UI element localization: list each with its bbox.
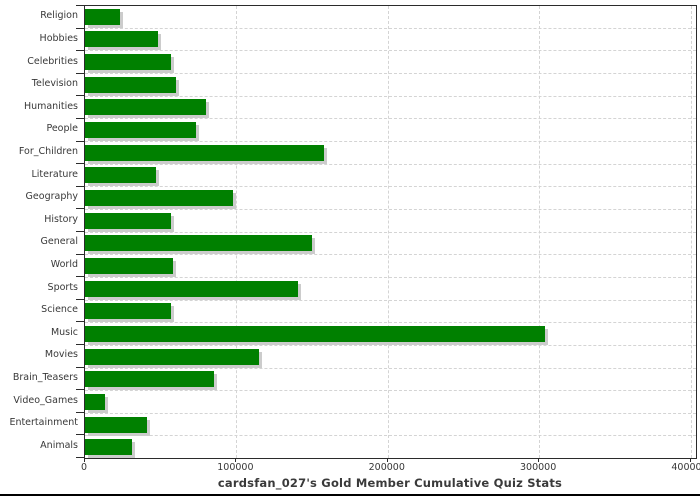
- category-row: [85, 187, 696, 210]
- category-row: [85, 323, 696, 346]
- category-row: [85, 391, 696, 414]
- y-axis-tick: [76, 457, 84, 458]
- x-axis-tick: [386, 458, 388, 462]
- bar-sports: [85, 280, 299, 297]
- bar-religion: [85, 8, 120, 25]
- y-axis-label: Humanities: [23, 100, 78, 112]
- y-axis-label: Music: [50, 326, 78, 338]
- y-axis-tick: [76, 73, 84, 74]
- bar-science: [85, 303, 172, 320]
- y-axis-tick: [76, 367, 84, 368]
- bar-video_games: [85, 393, 105, 410]
- y-axis-tick: [76, 299, 84, 300]
- y-axis-label: Science: [41, 304, 78, 316]
- y-axis-label: Sports: [47, 281, 78, 293]
- y-axis-tick: [76, 344, 84, 345]
- y-axis-tick: [76, 434, 84, 435]
- y-axis-label: People: [46, 123, 78, 135]
- bar-history: [85, 212, 172, 229]
- category-row: [85, 233, 696, 256]
- x-axis-tick-label: 300000: [519, 462, 557, 473]
- y-axis-label: History: [44, 213, 78, 225]
- bar-world: [85, 258, 173, 275]
- category-row: [85, 29, 696, 52]
- y-axis-tick: [76, 412, 84, 413]
- bar-hobbies: [85, 31, 158, 48]
- y-axis-label: Television: [31, 78, 78, 90]
- y-axis-tick: [76, 50, 84, 51]
- x-axis-tick: [538, 458, 540, 462]
- category-row: [85, 278, 696, 301]
- bar-for_children: [85, 144, 325, 161]
- category-row: [85, 346, 696, 369]
- bar-television: [85, 76, 176, 93]
- category-row: [85, 369, 696, 392]
- y-axis-tick: [76, 28, 84, 29]
- y-axis-tick: [76, 95, 84, 96]
- category-row: [85, 210, 696, 233]
- bar-brain_teasers: [85, 371, 214, 388]
- category-row: [85, 436, 696, 458]
- bar-celebrities: [85, 54, 172, 71]
- y-axis-label: Celebrities: [27, 55, 78, 67]
- x-axis-tick-label: 400000: [671, 462, 700, 473]
- y-axis-label: World: [50, 258, 78, 270]
- y-axis-tick: [76, 276, 84, 277]
- y-axis-label: Literature: [31, 168, 78, 180]
- y-axis-tick: [76, 208, 84, 209]
- y-axis-tick: [76, 389, 84, 390]
- y-axis-tick: [76, 231, 84, 232]
- category-row: [85, 414, 696, 437]
- bar-literature: [85, 167, 157, 184]
- category-row: [85, 74, 696, 97]
- window-bottom-border: [0, 494, 700, 496]
- y-axis-label: Brain_Teasers: [12, 371, 78, 383]
- chart-title: cardsfan_027's Gold Member Cumulative Qu…: [217, 476, 563, 490]
- x-axis-tick: [84, 458, 85, 462]
- y-axis-label: Geography: [25, 191, 78, 203]
- bar-people: [85, 122, 196, 139]
- category-row: [85, 301, 696, 324]
- plot-area: [84, 5, 697, 459]
- y-axis-label: Video_Games: [13, 394, 78, 406]
- bar-entertainment: [85, 416, 148, 433]
- y-axis-tick: [76, 163, 84, 164]
- bar-music: [85, 326, 546, 343]
- x-axis-tick: [235, 458, 237, 462]
- y-axis-tick: [76, 141, 84, 142]
- y-axis-label: Religion: [40, 10, 78, 22]
- bar-humanities: [85, 99, 207, 116]
- y-axis-tick: [76, 254, 84, 255]
- x-axis-tick-label: 200000: [368, 462, 405, 473]
- y-axis-label: Entertainment: [9, 417, 78, 429]
- x-axis-tick-label: 100000: [217, 462, 254, 473]
- category-row: [85, 51, 696, 74]
- bar-geography: [85, 190, 234, 207]
- y-axis-tick: [76, 186, 84, 187]
- y-axis-tick: [76, 118, 84, 119]
- bar-movies: [85, 348, 260, 365]
- bar-animals: [85, 439, 132, 456]
- x-axis-tick-label: 0: [80, 462, 88, 473]
- y-axis-label: Hobbies: [39, 32, 78, 44]
- category-row: [85, 119, 696, 142]
- category-row: [85, 142, 696, 165]
- y-axis-label: Animals: [40, 439, 78, 451]
- x-axis-tick: [689, 458, 691, 462]
- category-row: [85, 97, 696, 120]
- category-row: [85, 255, 696, 278]
- y-axis-tick: [76, 5, 84, 6]
- y-axis-label: Movies: [44, 349, 78, 361]
- category-row: [85, 6, 696, 29]
- bar-rows: [85, 6, 696, 458]
- y-axis-tick: [76, 321, 84, 322]
- bar-general: [85, 235, 313, 252]
- category-row: [85, 165, 696, 188]
- y-axis-label: For_Children: [18, 145, 78, 157]
- y-axis-label: General: [40, 236, 78, 248]
